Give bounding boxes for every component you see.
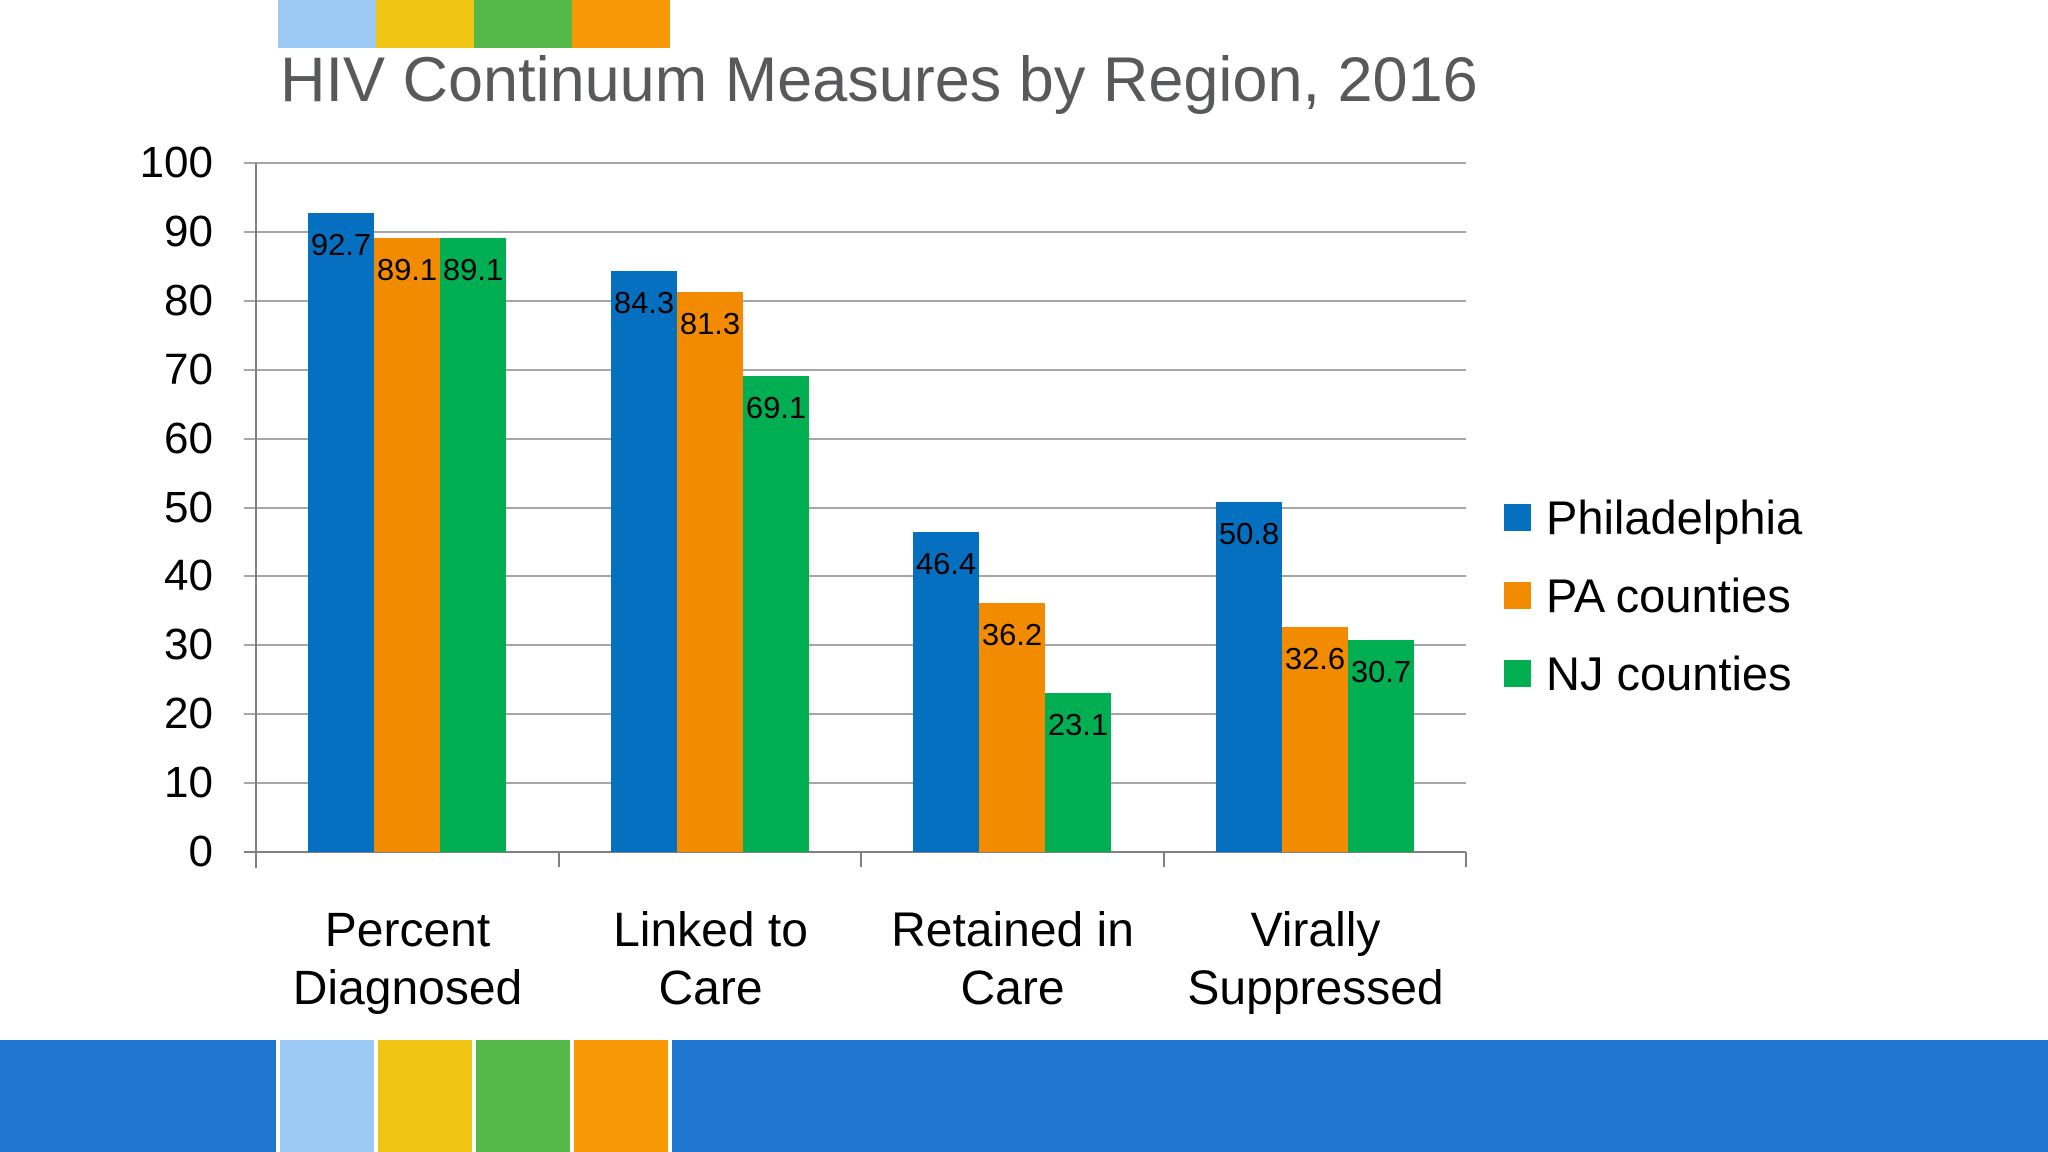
bar-nj-counties [1045, 693, 1111, 852]
y-gridline [244, 300, 1466, 302]
x-axis-category-label-line: Virally [1250, 904, 1381, 957]
top-strip-square [376, 0, 474, 48]
bar-philadelphia [611, 271, 677, 852]
x-axis-category-label-line: Care [658, 962, 763, 1015]
x-axis-category-label-line: Percent [324, 904, 491, 957]
bar-pa-counties [374, 238, 440, 852]
x-axis-category-label-line: Care [960, 962, 1065, 1015]
bar-value-label: 92.7 [310, 227, 372, 262]
bar-value-label: 36.2 [981, 617, 1043, 652]
bar-nj-counties [743, 376, 809, 852]
bar-pa-counties [677, 292, 743, 852]
x-axis-category-label-line: Retained in [891, 904, 1134, 957]
y-gridline [244, 575, 1466, 577]
x-axis-category-label: Percent Diagnosed [256, 902, 559, 1018]
y-axis-tick-label: 10 [164, 758, 213, 807]
top-strip-square [474, 0, 572, 48]
chart-legend: Philadelphia PA counties NJ counties [1504, 478, 1802, 712]
y-gridline [244, 782, 1466, 784]
chart-title: HIV Continuum Measures by Region, 2016 [280, 45, 1478, 115]
y-axis-tick-label: 60 [164, 414, 213, 463]
legend-label: NJ counties [1546, 646, 1792, 700]
bar-pa-counties [979, 603, 1045, 852]
x-axis-category-label: Virally Suppressed [1164, 902, 1467, 1018]
y-axis-line [255, 163, 257, 868]
bottom-strip-square [280, 1040, 374, 1152]
legend-swatch-icon [1504, 503, 1531, 531]
bar-value-label: 89.1 [376, 252, 438, 287]
x-axis-line [244, 851, 1466, 853]
y-gridline [244, 369, 1466, 371]
y-axis-tick-label: 70 [164, 345, 213, 394]
legend-swatch-icon [1504, 659, 1531, 687]
x-axis-category-label-line: Suppressed [1187, 962, 1444, 1015]
y-gridline [244, 438, 1466, 440]
legend-swatch-icon [1504, 581, 1531, 609]
top-strip-square [572, 0, 670, 48]
bar-value-label: 81.3 [679, 306, 741, 341]
bar-value-label: 30.7 [1350, 654, 1412, 689]
x-axis-tick [255, 852, 257, 867]
bar-philadelphia [1216, 502, 1282, 852]
bottom-strip-square [476, 1040, 570, 1152]
bar-value-label: 50.8 [1218, 516, 1280, 551]
bar-nj-counties [440, 238, 506, 852]
bar-value-label: 46.4 [915, 546, 977, 581]
y-axis-tick-label: 30 [164, 620, 213, 669]
y-axis-tick-label: 100 [139, 138, 213, 187]
legend-item: NJ counties [1504, 634, 1802, 712]
x-axis-tick [1163, 852, 1165, 867]
bottom-strip-square [378, 1040, 472, 1152]
y-axis-tick-label: 40 [164, 551, 213, 600]
bottom-strip-square [574, 1040, 668, 1152]
x-axis-category-label-line: Diagnosed [292, 962, 523, 1015]
legend-label: Philadelphia [1546, 490, 1803, 544]
y-axis-tick-label: 20 [164, 689, 213, 738]
bar-nj-counties [1348, 640, 1414, 852]
x-axis-tick [558, 852, 560, 867]
bar-value-label: 84.3 [613, 285, 675, 320]
y-gridline [244, 231, 1466, 233]
bar-pa-counties [1282, 627, 1348, 852]
bar-value-label: 32.6 [1284, 641, 1346, 676]
y-axis-tick-label: 0 [188, 827, 213, 876]
y-gridline [244, 644, 1466, 646]
x-axis-category-label: Linked to Care [559, 902, 862, 1018]
x-axis-category-label-line: Linked to [613, 904, 808, 957]
bar-value-label: 69.1 [745, 390, 807, 425]
x-axis-tick [860, 852, 862, 867]
legend-label: PA counties [1546, 568, 1791, 622]
legend-item: PA counties [1504, 556, 1802, 634]
top-strip-square [278, 0, 376, 48]
y-axis-tick-label: 90 [164, 207, 213, 256]
x-axis-tick [1465, 852, 1467, 867]
bar-philadelphia [308, 213, 374, 852]
bar-value-label: 89.1 [442, 252, 504, 287]
y-axis-tick-label: 50 [164, 483, 213, 532]
y-gridline [244, 713, 1466, 715]
bar-value-label: 23.1 [1047, 707, 1109, 742]
bar-philadelphia [913, 532, 979, 852]
y-axis-tick-label: 80 [164, 276, 213, 325]
x-axis-category-label: Retained in Care [861, 902, 1164, 1018]
y-gridline [244, 162, 1466, 164]
legend-item: Philadelphia [1504, 478, 1802, 556]
y-gridline [244, 507, 1466, 509]
